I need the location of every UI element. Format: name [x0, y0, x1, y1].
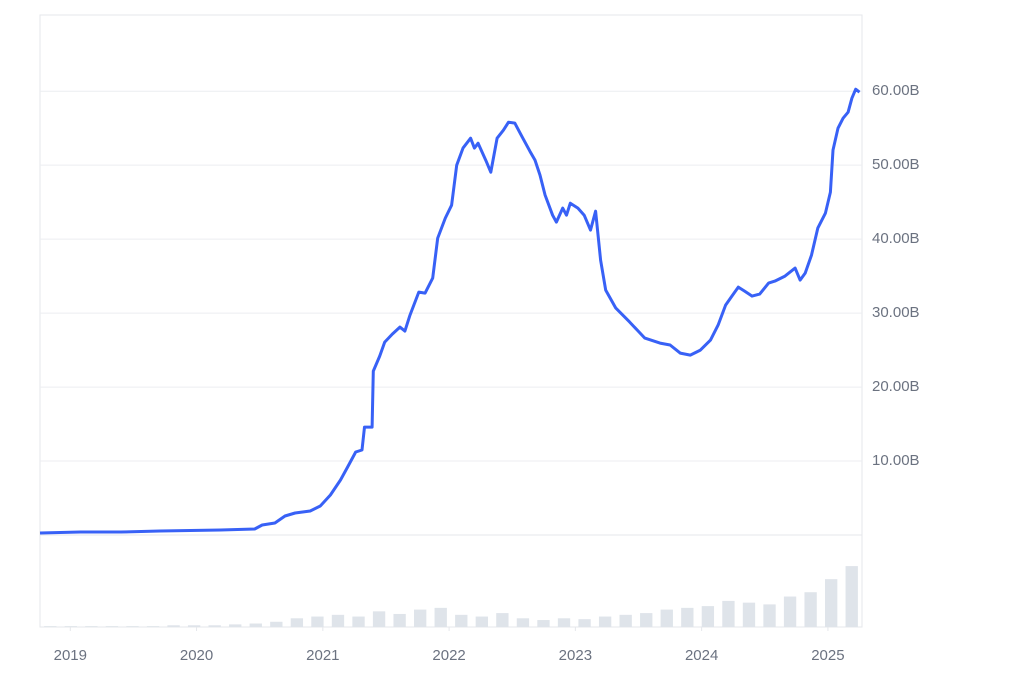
y-tick-label: 60.00B	[872, 82, 920, 99]
volume-bar	[393, 613, 406, 627]
x-tick-label: 2020	[180, 647, 213, 664]
volume-bar	[44, 626, 57, 627]
volume-bar	[516, 618, 530, 627]
volume-bar	[311, 616, 324, 627]
volume-bar	[742, 602, 756, 627]
volume-bar	[496, 613, 509, 627]
volume-bar	[270, 621, 283, 627]
volume-bar	[681, 607, 694, 627]
volume-bar	[804, 592, 817, 627]
y-tick-label: 40.00B	[872, 230, 920, 247]
volume-bar	[783, 596, 797, 627]
volume-bar	[167, 625, 180, 627]
volume-bar	[537, 620, 550, 627]
volume-bar	[578, 619, 591, 627]
volume-bar	[187, 625, 201, 627]
volume-bar	[105, 626, 119, 627]
volume-bar	[249, 623, 262, 627]
volume-bar	[85, 626, 98, 627]
plot-frame	[39, 14, 863, 628]
volume-bar	[845, 566, 858, 627]
volume-bar	[722, 600, 735, 627]
volume-bar	[146, 626, 160, 627]
volume-bar	[475, 616, 488, 627]
y-tick-label: 30.00B	[872, 304, 920, 321]
volume-bar	[598, 616, 612, 627]
volume-bar	[434, 607, 447, 627]
volume-bar	[825, 579, 838, 627]
x-tick-label: 2019	[54, 647, 87, 664]
x-tick-label: 2022	[432, 647, 465, 664]
volume-bar	[352, 616, 365, 627]
volume-bar	[208, 625, 221, 627]
volume-bar	[126, 626, 139, 627]
volume-bar	[64, 626, 77, 627]
x-tick-label: 2023	[559, 647, 592, 664]
volume-bar	[660, 609, 673, 627]
volume-bar	[372, 611, 386, 627]
volume-bar	[619, 614, 632, 627]
volume-bar	[229, 624, 242, 627]
price-line	[39, 87, 861, 535]
x-tick-label: 2021	[306, 647, 339, 664]
volume-bar	[763, 604, 776, 627]
y-tick-label: 20.00B	[872, 378, 920, 395]
volume-bar	[331, 614, 345, 627]
volume-bar	[290, 618, 304, 627]
y-tick-label: 10.00B	[872, 452, 920, 469]
volume-bar	[557, 618, 571, 627]
volume-bar	[455, 614, 468, 627]
x-tick-label: 2025	[811, 647, 844, 664]
volume-bar	[701, 606, 715, 627]
y-tick-label: 50.00B	[872, 156, 920, 173]
volume-bar	[640, 613, 653, 627]
volume-bar	[414, 609, 427, 627]
x-tick-label: 2024	[685, 647, 718, 664]
